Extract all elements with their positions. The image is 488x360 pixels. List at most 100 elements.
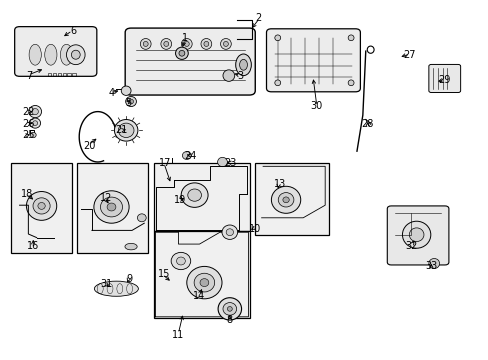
Text: 21: 21 [115, 125, 127, 135]
Ellipse shape [181, 39, 192, 49]
Ellipse shape [239, 59, 247, 70]
Text: 22: 22 [22, 107, 35, 117]
Text: 14: 14 [193, 291, 205, 301]
Ellipse shape [223, 41, 228, 46]
Ellipse shape [125, 243, 137, 250]
Text: 2: 2 [255, 13, 261, 23]
Ellipse shape [220, 39, 231, 49]
Text: 31: 31 [100, 279, 113, 289]
Ellipse shape [61, 44, 72, 65]
Ellipse shape [194, 273, 214, 292]
Ellipse shape [235, 54, 251, 76]
Ellipse shape [428, 258, 439, 269]
Text: 24: 24 [184, 150, 197, 161]
Ellipse shape [203, 41, 208, 46]
Ellipse shape [408, 228, 423, 242]
Text: 15: 15 [157, 269, 170, 279]
FancyBboxPatch shape [266, 29, 360, 92]
Ellipse shape [94, 281, 138, 296]
Ellipse shape [274, 80, 280, 86]
Ellipse shape [107, 203, 116, 211]
Ellipse shape [140, 39, 151, 49]
Ellipse shape [175, 47, 188, 59]
Ellipse shape [274, 35, 280, 41]
Ellipse shape [137, 214, 146, 222]
Ellipse shape [32, 109, 38, 115]
Text: 11: 11 [172, 330, 184, 340]
Ellipse shape [217, 157, 227, 167]
Ellipse shape [200, 279, 208, 287]
Text: 12: 12 [100, 193, 113, 203]
Text: 3: 3 [237, 71, 243, 81]
Bar [67, 73, 71, 76]
Text: 10: 10 [248, 224, 261, 234]
Ellipse shape [71, 50, 80, 59]
Ellipse shape [179, 50, 184, 56]
Text: 32: 32 [405, 240, 417, 251]
Bar [154, 231, 250, 318]
Ellipse shape [114, 120, 138, 141]
Ellipse shape [176, 257, 185, 265]
Ellipse shape [33, 121, 38, 125]
Ellipse shape [218, 298, 241, 320]
Text: 30: 30 [310, 101, 323, 111]
Bar [53, 73, 56, 76]
Bar [72, 73, 76, 76]
FancyBboxPatch shape [15, 27, 97, 76]
Ellipse shape [45, 44, 57, 65]
Bar [62, 73, 66, 76]
Ellipse shape [171, 252, 190, 270]
Bar [48, 73, 51, 76]
Text: 7: 7 [26, 71, 32, 81]
Text: 25: 25 [22, 130, 35, 140]
Ellipse shape [161, 39, 171, 49]
Text: 28: 28 [361, 119, 373, 129]
Ellipse shape [30, 132, 36, 138]
Ellipse shape [223, 302, 236, 315]
Ellipse shape [182, 152, 191, 159]
Ellipse shape [227, 307, 232, 311]
Ellipse shape [282, 197, 288, 203]
Ellipse shape [121, 86, 131, 95]
Ellipse shape [347, 80, 353, 86]
Text: 4: 4 [108, 88, 114, 98]
Text: 9: 9 [126, 274, 132, 284]
Text: 19: 19 [173, 195, 186, 205]
Text: 16: 16 [27, 240, 40, 251]
Ellipse shape [347, 35, 353, 41]
Ellipse shape [201, 39, 211, 49]
Bar [154, 163, 250, 231]
Ellipse shape [222, 225, 237, 239]
Text: 13: 13 [273, 179, 285, 189]
Ellipse shape [125, 96, 136, 107]
Text: 27: 27 [403, 50, 415, 60]
Ellipse shape [33, 198, 50, 214]
Text: 18: 18 [20, 189, 33, 199]
Bar [77, 163, 147, 253]
Text: 26: 26 [22, 119, 35, 129]
Ellipse shape [29, 44, 41, 65]
Text: 20: 20 [82, 141, 95, 151]
Ellipse shape [271, 186, 300, 213]
Ellipse shape [94, 191, 129, 223]
Ellipse shape [181, 183, 208, 207]
Ellipse shape [223, 70, 234, 81]
Ellipse shape [101, 197, 122, 217]
Ellipse shape [225, 229, 233, 236]
Ellipse shape [66, 45, 85, 65]
Text: 5: 5 [125, 98, 131, 108]
Ellipse shape [29, 105, 41, 118]
Ellipse shape [186, 266, 222, 299]
Text: 1: 1 [182, 33, 187, 43]
Ellipse shape [26, 192, 57, 220]
Text: 8: 8 [226, 315, 232, 325]
Text: 29: 29 [437, 75, 449, 85]
Ellipse shape [38, 202, 45, 210]
FancyBboxPatch shape [386, 206, 448, 265]
FancyBboxPatch shape [125, 28, 255, 95]
Ellipse shape [118, 123, 134, 138]
Ellipse shape [402, 221, 430, 248]
Ellipse shape [187, 189, 201, 201]
Text: 6: 6 [70, 26, 76, 36]
Text: 33: 33 [424, 261, 437, 271]
